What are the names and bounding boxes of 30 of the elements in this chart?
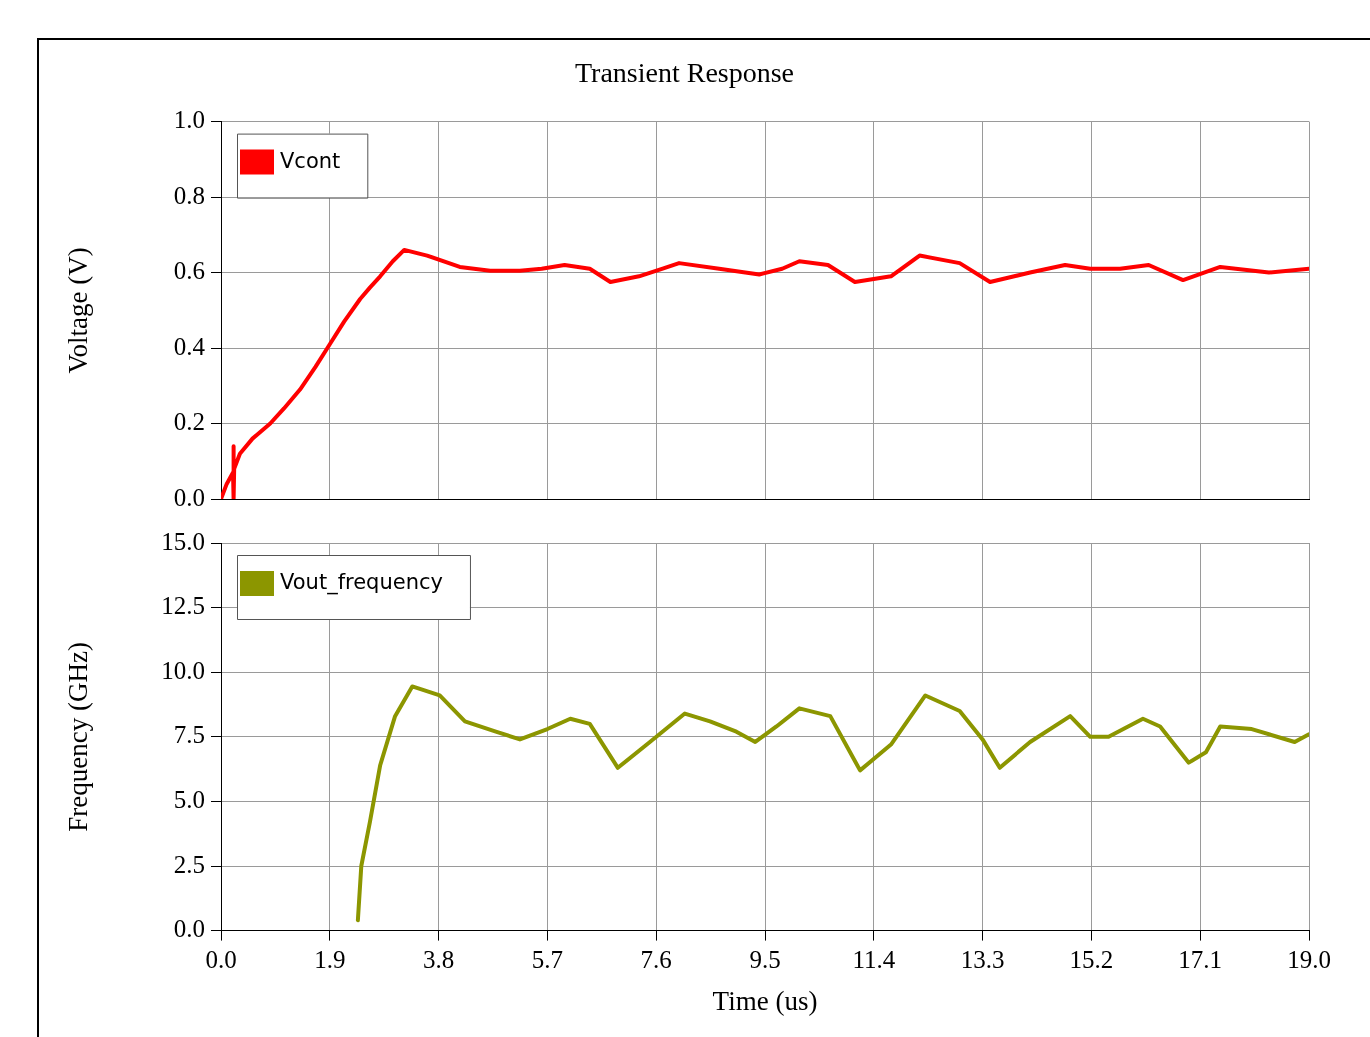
legend-label: Vcont (280, 149, 341, 174)
y-tick-label: 0.0 (173, 483, 205, 511)
x-axis-title: Time (us) (712, 985, 818, 1016)
x-tick-label: 0.0 (205, 946, 237, 974)
y-tick-label: 10.0 (161, 656, 205, 684)
y-tick-label: 7.5 (173, 721, 205, 749)
y-tick-label: 0.8 (173, 181, 205, 209)
x-tick-label: 19.0 (1287, 946, 1331, 974)
x-tick-label: 7.6 (640, 946, 672, 974)
legend-label: Vout_frequency (280, 570, 443, 596)
x-tick-label: 5.7 (531, 946, 564, 974)
y-tick-label: 2.5 (173, 850, 205, 878)
y-tick-label: 5.0 (173, 785, 205, 813)
x-tick-label: 13.3 (960, 946, 1005, 974)
y-tick-label: 12.5 (161, 592, 205, 620)
x-tick-label: 17.1 (1178, 946, 1223, 974)
x-tick-label: 15.2 (1069, 946, 1114, 974)
y-axis-title: Frequency (GHz) (63, 641, 94, 832)
chart-title: Transient Response (574, 57, 795, 89)
y-tick-label: 0.4 (173, 332, 206, 360)
y-tick-label: 0.2 (173, 408, 205, 436)
y-tick-label: 15.0 (161, 527, 205, 555)
x-tick-label: 1.9 (314, 946, 346, 974)
y-axis-title: Voltage (V) (63, 247, 94, 374)
x-tick-label: 9.5 (749, 946, 781, 974)
y-tick-label: 1.0 (173, 106, 205, 134)
x-tick-label: 11.4 (852, 946, 896, 974)
y-tick-label: 0.6 (173, 257, 205, 285)
x-tick-label: 3.8 (422, 946, 455, 974)
y-tick-label: 0.0 (173, 915, 205, 943)
